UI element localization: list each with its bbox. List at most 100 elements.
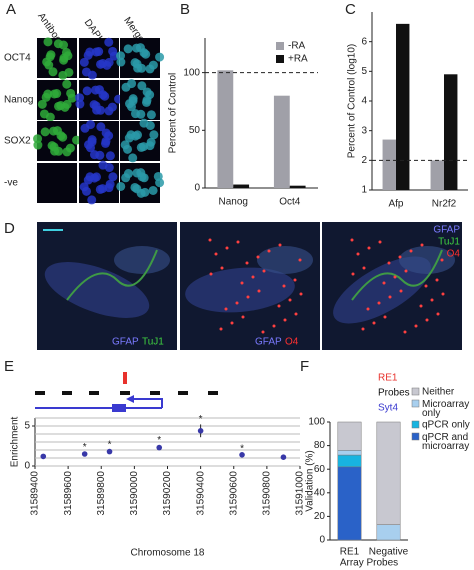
o4-dot <box>241 315 245 319</box>
legend-swatch <box>411 432 420 441</box>
o4-dot <box>383 315 387 319</box>
cell-nucleus <box>136 188 146 198</box>
cell-nucleus <box>82 86 92 96</box>
x-tick-label: 31590000 <box>129 471 140 516</box>
image-label: GFAP <box>433 225 460 236</box>
cell-nucleus <box>100 138 110 148</box>
o4-dot <box>350 238 354 242</box>
x-tick-label: 31589800 <box>96 471 107 516</box>
o4-dot <box>419 304 423 308</box>
bar-segment <box>337 454 362 468</box>
o4-dot <box>240 281 244 285</box>
cell-nucleus <box>85 47 95 57</box>
o4-dot <box>246 295 250 299</box>
y-tick-label: 100 <box>308 417 325 428</box>
legend-swatch <box>411 387 420 396</box>
y-tick-label: 0 <box>319 535 325 546</box>
row-label: Nanog <box>4 95 33 106</box>
point <box>197 428 204 434</box>
cell-nucleus <box>58 132 68 142</box>
cell-nucleus <box>149 130 159 140</box>
cell-nucleus <box>39 109 49 119</box>
y-tick-label: 4 <box>361 96 367 107</box>
cell-nucleus <box>33 140 43 150</box>
cell-nucleus <box>79 57 89 67</box>
image-label: O4 <box>447 249 461 260</box>
cell-nucleus <box>60 102 70 112</box>
cell-nucleus <box>141 49 151 59</box>
o4-dot <box>224 307 228 311</box>
bar <box>396 23 410 190</box>
cell-nucleus <box>84 140 94 150</box>
cell-nucleus <box>126 130 136 140</box>
cell-nucleus <box>155 52 165 62</box>
o4-dot <box>366 307 370 311</box>
o4-dot <box>298 258 302 262</box>
o4-dot <box>367 246 371 250</box>
panel-letter: D <box>4 220 15 237</box>
cell-nucleus <box>116 51 126 61</box>
image-label: O4 <box>285 337 299 348</box>
arrow-head <box>126 395 134 403</box>
cell-nucleus <box>90 150 100 160</box>
o4-dot <box>294 312 298 316</box>
o4-dot <box>361 327 365 331</box>
x-tick-label: Nanog <box>219 197 248 208</box>
cell-nucleus <box>37 99 47 109</box>
cell-nucleus <box>85 172 95 182</box>
y-tick-label: 100 <box>183 67 200 78</box>
cell-nucleus <box>130 182 140 192</box>
significance: * <box>240 444 244 455</box>
point <box>156 444 163 451</box>
point <box>280 454 287 461</box>
o4-dot <box>272 324 276 328</box>
image-label: TuJ1 <box>142 337 164 348</box>
o4-dot <box>441 292 445 296</box>
o4-dot <box>288 298 292 302</box>
y-tick-label: 0 <box>24 461 30 472</box>
legend-swatch <box>276 42 284 50</box>
o4-dot <box>299 292 303 296</box>
cell-nucleus <box>131 109 141 119</box>
cell-nucleus <box>63 51 73 61</box>
cell-body <box>185 267 295 313</box>
cell-nucleus <box>145 90 155 100</box>
o4-dot <box>236 240 240 244</box>
legend-label: qPCR only <box>422 420 470 431</box>
row-label: SOX2 <box>4 136 31 147</box>
o4-dot <box>393 275 397 279</box>
o4-dot <box>209 272 213 276</box>
x-axis-label: Array Probes <box>340 558 398 569</box>
y-axis-label: Percent of Control (log10) <box>347 44 358 159</box>
y-tick-label: 1 <box>361 185 367 196</box>
cell-nucleus <box>104 131 114 141</box>
cell-nucleus <box>104 106 114 116</box>
image-label: TuJ1 <box>438 237 460 248</box>
bar-segment <box>337 421 362 451</box>
cell-body <box>333 256 431 324</box>
cell-nucleus <box>59 40 69 50</box>
bar-segment <box>337 466 362 541</box>
o4-dot <box>251 275 255 279</box>
probes <box>35 391 218 395</box>
o4-dot <box>377 301 381 305</box>
bar-segment <box>376 524 401 541</box>
bar <box>217 70 234 188</box>
bar-segment <box>376 421 401 525</box>
cell-nucleus <box>128 153 138 163</box>
legend-swatch <box>411 399 420 408</box>
cell-nucleus <box>148 185 158 195</box>
cell-nucleus <box>104 183 114 193</box>
y-tick-label: 5 <box>24 421 30 432</box>
o4-dot <box>245 261 249 265</box>
cell-nucleus <box>123 44 133 54</box>
cell-nucleus <box>87 195 97 205</box>
x-tick-label: 31590200 <box>162 471 173 516</box>
y-tick-label: 20 <box>314 511 326 522</box>
bar <box>430 160 444 190</box>
point <box>40 453 47 460</box>
legend-label: Neither <box>422 387 455 398</box>
o4-dot <box>372 321 376 325</box>
point <box>106 448 113 455</box>
x-tick-label: 31590600 <box>228 471 239 516</box>
